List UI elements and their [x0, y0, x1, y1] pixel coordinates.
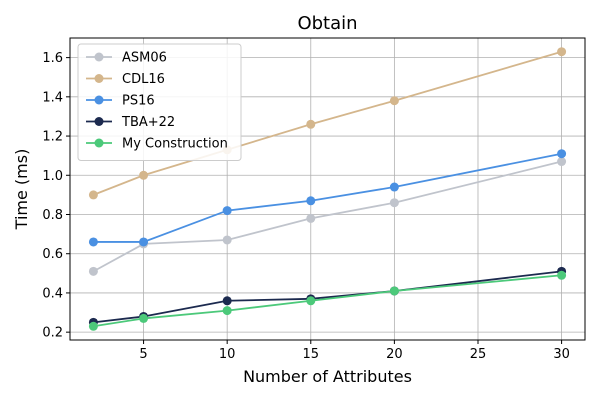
legend-box — [77, 43, 242, 161]
series-line — [93, 152, 562, 243]
chart-title: Obtain — [297, 13, 357, 34]
data-point — [306, 196, 316, 206]
series-line — [93, 274, 562, 328]
y-tick-label: 0.6 — [42, 247, 63, 262]
legend-marker — [94, 74, 104, 83]
data-point — [557, 149, 567, 159]
plot-frame — [69, 37, 586, 341]
legend-marker — [94, 95, 104, 105]
data-point — [557, 47, 567, 57]
legend: ASM06 CDL16 PS16 TBA+22 My Construction — [77, 43, 242, 161]
legend-item: CDL16 — [86, 72, 165, 87]
series-0 — [88, 157, 567, 276]
data-point — [389, 182, 399, 192]
series-line — [92, 160, 562, 273]
data-point — [88, 266, 98, 276]
x-axis-label: Number of Attributes — [243, 367, 412, 386]
data-point — [557, 157, 567, 167]
series-line — [93, 270, 562, 324]
series-2 — [88, 149, 567, 247]
data-point — [88, 190, 98, 200]
series-layer — [88, 47, 567, 331]
y-tick-label: 0.4 — [42, 286, 63, 301]
data-point — [389, 96, 399, 106]
y-tick-label: 1.0 — [42, 169, 63, 184]
x-tick-label: 30 — [553, 347, 570, 362]
x-tick-label: 5 — [139, 347, 147, 362]
legend-marker — [94, 52, 104, 62]
data-point — [88, 237, 98, 247]
data-point — [139, 313, 149, 323]
data-point — [306, 213, 316, 223]
legend-marker — [94, 138, 104, 148]
x-tick-label: 20 — [386, 347, 403, 362]
data-point — [389, 198, 399, 208]
y-tick-label: 0.2 — [42, 326, 63, 341]
legend-item: PS16 — [86, 94, 155, 109]
legend-item: ASM06 — [86, 51, 167, 66]
series-4 — [88, 270, 567, 331]
data-point — [306, 296, 316, 306]
legend-item: TBA+22 — [86, 115, 175, 130]
data-point — [88, 321, 98, 331]
x-tick-label: 10 — [219, 347, 236, 362]
data-point — [139, 170, 149, 180]
y-tick-label: 1.2 — [42, 130, 63, 145]
y-tick-label: 1.6 — [42, 51, 63, 66]
legend-marker — [94, 117, 104, 126]
legend-label: ASM06 — [122, 51, 167, 66]
series-3 — [88, 266, 567, 327]
data-point — [222, 206, 232, 216]
legend-label: TBA+22 — [121, 115, 175, 130]
x-tick-label: 15 — [303, 347, 320, 362]
data-point — [306, 119, 316, 129]
ticks: 5 10 15 20 25 30 0.2 0.4 0.6 0.8 1.0 1.2 1.4 1.6 — [42, 51, 570, 362]
legend-label: PS16 — [122, 94, 155, 109]
y-tick-label: 0.8 — [42, 208, 63, 223]
data-point — [389, 286, 399, 296]
data-point — [222, 296, 232, 306]
series-line — [93, 50, 562, 196]
data-point — [139, 237, 149, 247]
legend-item: My Construction — [86, 137, 228, 152]
legend-label: My Construction — [122, 137, 228, 152]
data-point — [222, 306, 232, 316]
data-point — [557, 270, 567, 280]
data-point — [222, 235, 232, 245]
x-tick-label: 25 — [470, 347, 487, 362]
legend-label: CDL16 — [122, 72, 165, 87]
y-tick-label: 1.4 — [42, 90, 63, 105]
y-axis-label: Time (ms) — [12, 149, 31, 231]
